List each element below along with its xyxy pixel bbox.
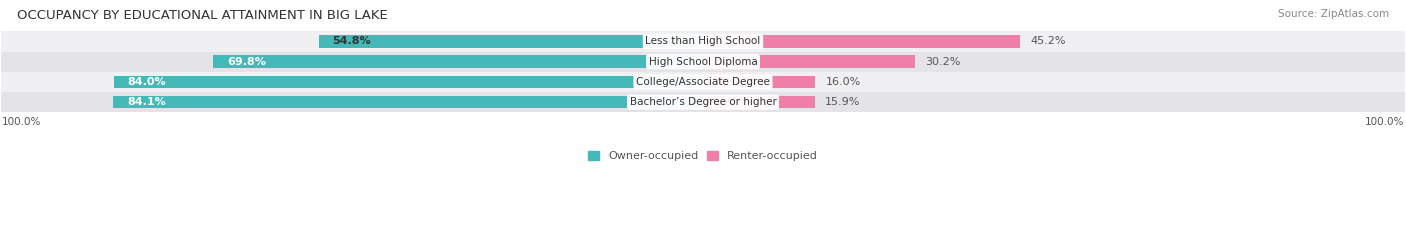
Bar — [1, 72, 1405, 92]
Bar — [214, 55, 703, 68]
Text: 84.1%: 84.1% — [127, 97, 166, 107]
Text: 16.0%: 16.0% — [825, 77, 860, 87]
Bar — [1, 92, 1405, 112]
Text: College/Associate Degree: College/Associate Degree — [636, 77, 770, 87]
Bar — [1, 31, 1405, 51]
Text: 69.8%: 69.8% — [228, 57, 266, 67]
Text: 45.2%: 45.2% — [1031, 37, 1066, 46]
Text: 30.2%: 30.2% — [925, 57, 960, 67]
Text: Bachelor’s Degree or higher: Bachelor’s Degree or higher — [630, 97, 776, 107]
Bar — [1, 51, 1405, 72]
Bar — [703, 96, 814, 108]
Bar — [112, 96, 703, 108]
Bar — [319, 35, 703, 48]
Text: OCCUPANCY BY EDUCATIONAL ATTAINMENT IN BIG LAKE: OCCUPANCY BY EDUCATIONAL ATTAINMENT IN B… — [17, 9, 388, 22]
Text: Less than High School: Less than High School — [645, 37, 761, 46]
Text: 100.0%: 100.0% — [1365, 117, 1405, 127]
Bar — [703, 76, 815, 88]
Bar — [703, 35, 1021, 48]
Text: 15.9%: 15.9% — [825, 97, 860, 107]
Bar — [114, 76, 703, 88]
Text: Source: ZipAtlas.com: Source: ZipAtlas.com — [1278, 9, 1389, 19]
Bar — [703, 55, 915, 68]
Text: 100.0%: 100.0% — [1, 117, 41, 127]
Text: 54.8%: 54.8% — [333, 37, 371, 46]
Text: 84.0%: 84.0% — [128, 77, 166, 87]
Legend: Owner-occupied, Renter-occupied: Owner-occupied, Renter-occupied — [588, 151, 818, 161]
Text: High School Diploma: High School Diploma — [648, 57, 758, 67]
